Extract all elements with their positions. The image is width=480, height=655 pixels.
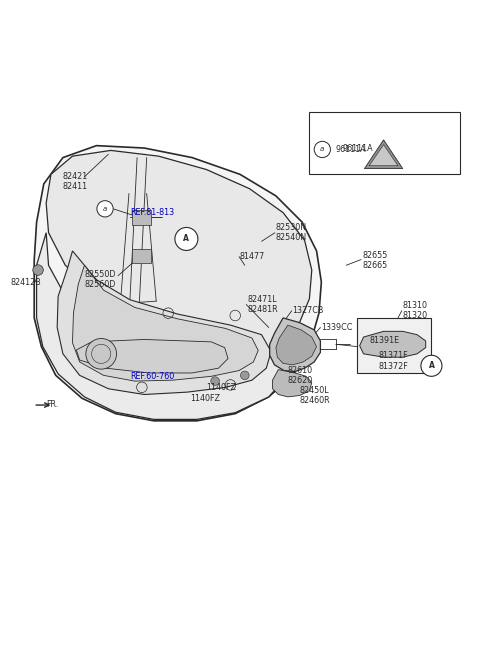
Text: 82655
82665: 82655 82665 <box>362 251 387 271</box>
Polygon shape <box>360 331 426 357</box>
Text: 82610
82620: 82610 82620 <box>288 365 313 385</box>
Circle shape <box>314 141 330 158</box>
Text: REF.60-760: REF.60-760 <box>130 372 174 381</box>
Text: 82471L
82481R: 82471L 82481R <box>247 295 278 314</box>
Text: REF.81-813: REF.81-813 <box>130 208 174 217</box>
FancyBboxPatch shape <box>310 112 460 174</box>
Text: FR.: FR. <box>46 400 59 409</box>
Circle shape <box>97 200 113 217</box>
Polygon shape <box>369 145 398 166</box>
Circle shape <box>240 371 249 380</box>
Polygon shape <box>273 369 312 397</box>
Circle shape <box>33 265 43 275</box>
Text: 82450L
82460R: 82450L 82460R <box>300 386 330 405</box>
Polygon shape <box>46 151 312 349</box>
Text: 81310
81320: 81310 81320 <box>403 301 428 320</box>
Polygon shape <box>270 318 321 371</box>
Polygon shape <box>72 265 258 381</box>
Text: 81391E: 81391E <box>369 337 399 345</box>
Text: a: a <box>103 206 107 212</box>
Polygon shape <box>36 233 288 419</box>
Text: 1140FZ: 1140FZ <box>206 383 237 392</box>
Text: 82530N
82540N: 82530N 82540N <box>276 223 307 242</box>
Text: 1327CB: 1327CB <box>293 307 324 315</box>
Circle shape <box>175 227 198 250</box>
Text: 81371F
81372F: 81371F 81372F <box>379 351 408 371</box>
Polygon shape <box>364 140 403 168</box>
Text: 82412B: 82412B <box>10 278 41 286</box>
Text: 96111A: 96111A <box>343 143 373 153</box>
Text: 1339CC: 1339CC <box>322 323 353 332</box>
Text: A: A <box>429 362 434 370</box>
Polygon shape <box>57 251 271 394</box>
Polygon shape <box>76 339 228 373</box>
Text: A: A <box>183 234 189 244</box>
Circle shape <box>421 355 442 377</box>
Text: 1140FZ: 1140FZ <box>190 394 220 403</box>
Text: 82550D
82560D: 82550D 82560D <box>84 270 116 290</box>
Text: 81477: 81477 <box>240 252 265 261</box>
Polygon shape <box>34 145 322 421</box>
Text: 96111A: 96111A <box>336 145 366 154</box>
Text: a: a <box>320 147 324 153</box>
Text: 82421
82411: 82421 82411 <box>63 172 88 191</box>
Circle shape <box>211 377 219 385</box>
Polygon shape <box>132 210 152 225</box>
Circle shape <box>86 339 117 369</box>
Polygon shape <box>132 248 152 263</box>
FancyBboxPatch shape <box>357 318 432 373</box>
Polygon shape <box>276 325 317 365</box>
